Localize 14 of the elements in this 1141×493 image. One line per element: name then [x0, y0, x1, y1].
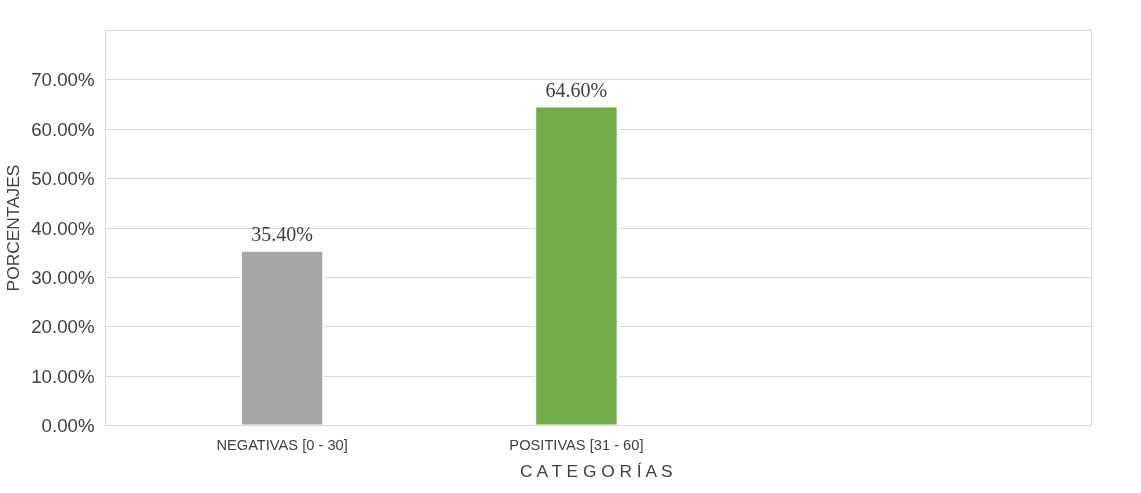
y-tick-label: 0.00%: [41, 415, 95, 436]
x-tick-label: NEGATIVAS [0 - 30]: [216, 436, 348, 453]
y-tick-label: 50.00%: [31, 168, 95, 190]
y-tick-label: 20.00%: [31, 316, 95, 338]
y-tick-label: 60.00%: [31, 118, 95, 140]
y-axis-title: PORCENTAJES: [3, 164, 24, 292]
y-tick-label: 40.00%: [31, 217, 95, 239]
y-tick-label: 30.00%: [31, 266, 95, 288]
x-tick-label: POSITIVAS [31 - 60]: [509, 436, 644, 453]
x-axis-title: C A T E G O R Í A S: [520, 460, 673, 481]
y-tick-label: 10.00%: [31, 365, 95, 387]
data-label: 35.40%: [251, 222, 313, 245]
y-tick-label: 70.00%: [31, 69, 95, 91]
data-label: 64.60%: [545, 78, 608, 101]
